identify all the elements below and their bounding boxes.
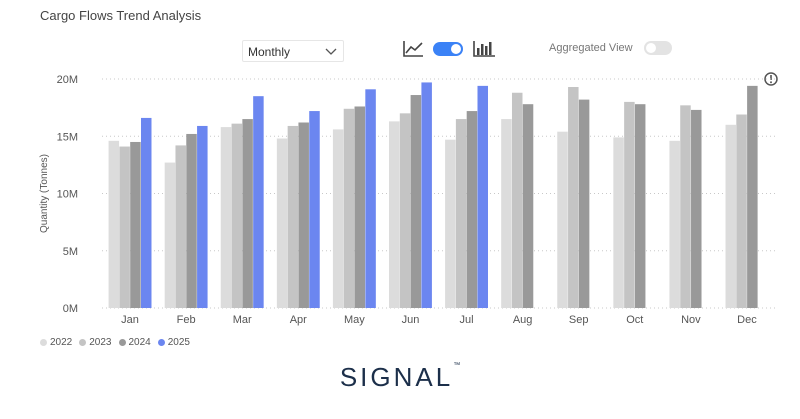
bar-2025-jun [421, 82, 432, 308]
bar-2022-nov [669, 140, 680, 308]
x-tick-label: Jul [460, 314, 474, 326]
bar-chart-icon[interactable] [472, 39, 496, 59]
chart-title: Cargo Flows Trend Analysis [40, 8, 202, 23]
bar-2022-feb [164, 162, 176, 308]
y-tick-label: 10M [57, 189, 78, 201]
legend-label: 2023 [89, 337, 112, 348]
bar-2024-may [354, 106, 366, 308]
legend-label: 2022 [50, 337, 73, 348]
bar-2024-jul [466, 111, 478, 308]
bar-2023-oct [624, 101, 635, 309]
legend-label: 2025 [167, 337, 190, 348]
toggle-knob [451, 44, 461, 54]
bar-2025-jul [477, 85, 488, 309]
bar-2024-nov [691, 109, 702, 308]
bar-2025-mar [253, 96, 264, 308]
x-tick-label: Jun [402, 314, 420, 326]
x-tick-label: Aug [513, 314, 533, 326]
bar-2025-may [365, 89, 376, 309]
legend-swatch [157, 339, 165, 346]
x-tick-label: Feb [177, 314, 196, 326]
aggregated-view-toggle[interactable] [644, 41, 672, 55]
bar-2023-jun [399, 113, 411, 308]
bar-2023-jan [119, 146, 130, 308]
signal-logo: SIGNAL™ [0, 362, 800, 393]
bar-2023-apr [287, 125, 299, 308]
trademark-mark: ™ [453, 362, 461, 369]
bar-2024-jan [130, 141, 141, 308]
x-tick-label: Jan [121, 314, 139, 326]
chevron-down-icon [325, 48, 337, 55]
bar-2023-aug [511, 92, 523, 308]
y-tick-label: 0M [63, 303, 78, 315]
x-tick-label: Apr [290, 314, 307, 326]
bar-2022-may [332, 129, 344, 308]
bar-2023-nov [680, 105, 691, 309]
legend-swatch [79, 339, 87, 346]
x-tick-label: May [344, 314, 365, 326]
bar-2023-sep [568, 87, 579, 308]
legend-swatch [118, 339, 126, 346]
y-axis-label: Quantity (Tonnes) [39, 154, 50, 233]
bar-2023-jul [455, 119, 467, 308]
x-tick-label: Oct [626, 314, 643, 326]
bar-2024-dec [747, 85, 758, 309]
x-tick-label: Mar [233, 314, 252, 326]
bar-2022-oct [613, 137, 624, 308]
bar-2022-dec [725, 124, 737, 308]
legend-item-2025[interactable]: 2025 [157, 337, 190, 348]
legend-swatch [40, 339, 47, 346]
aggregated-view-label: Aggregated View [549, 42, 633, 54]
brand-name: SIGNAL [339, 362, 454, 392]
legend-item-2022[interactable]: 2022 [40, 337, 72, 348]
y-tick-label: 20M [57, 74, 78, 86]
bar-2022-jun [389, 121, 400, 308]
bar-2024-jun [410, 95, 422, 308]
bar-2023-mar [231, 123, 243, 308]
bar-2023-may [343, 108, 355, 308]
bar-2024-apr [298, 122, 309, 308]
toggle-knob [646, 43, 656, 53]
bar-2024-oct [634, 104, 646, 308]
bar-2022-mar [220, 127, 232, 308]
legend-label: 2024 [128, 337, 151, 348]
bar-2024-aug [522, 104, 534, 308]
x-tick-label: Nov [681, 314, 701, 326]
bar-2023-feb [175, 145, 186, 308]
bar-2022-sep [557, 131, 568, 308]
bar-2022-jul [445, 139, 456, 308]
bar-2025-jan [140, 117, 152, 309]
period-select-value: Monthly [248, 45, 291, 59]
bar-2022-apr [276, 138, 288, 308]
bar-2022-aug [501, 119, 512, 308]
period-select[interactable]: Monthly [242, 40, 344, 62]
bar-chart: 0M 5M 10M 15M 20M Quantity (Tonnes) Jan Feb Mar A… [39, 74, 775, 326]
y-tick-label: 15M [57, 131, 78, 143]
x-tick-label: Dec [737, 314, 757, 326]
bar-2022-jan [108, 140, 120, 308]
bar-2023-dec [736, 114, 747, 308]
info-icon[interactable] [763, 71, 779, 87]
bar-2024-feb [186, 133, 197, 308]
line-chart-icon[interactable] [401, 39, 425, 59]
x-tick-label: Sep [569, 314, 589, 326]
y-tick-label: 5M [63, 246, 78, 258]
legend-item-2023[interactable]: 2023 [79, 337, 112, 348]
bar-2025-apr [309, 111, 320, 308]
bar-2024-sep [578, 99, 590, 308]
bar-2025-feb [197, 125, 208, 308]
legend: 2022 2023 2024 2025 [40, 337, 190, 348]
legend-item-2024[interactable]: 2024 [118, 337, 151, 348]
chart-type-toggle[interactable] [433, 42, 463, 56]
bar-2024-mar [242, 119, 253, 308]
